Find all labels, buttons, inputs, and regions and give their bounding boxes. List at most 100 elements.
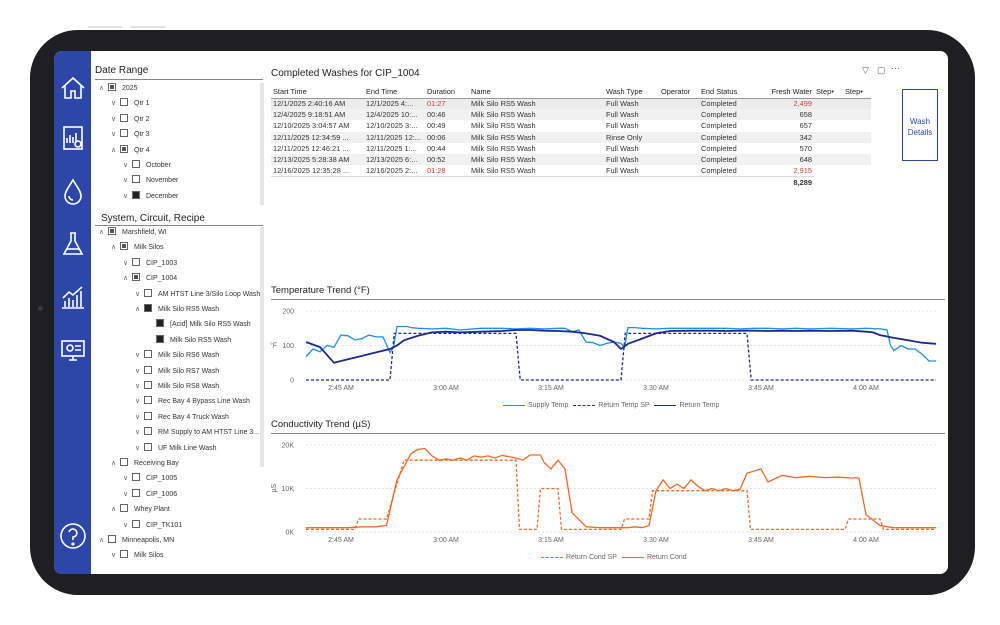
checkbox[interactable] — [144, 350, 152, 359]
table-row[interactable]: 12/10/2025 3:04:57 AM 12/10/2025 3:... 00:… — [271, 120, 871, 131]
tree-item[interactable]: ∨ Qtr 2 — [111, 113, 150, 128]
chevron-down-icon[interactable]: ∨ — [135, 352, 141, 360]
checkbox[interactable] — [120, 129, 128, 138]
chevron-up-icon[interactable]: ∧ — [99, 85, 105, 92]
checkbox[interactable] — [132, 257, 140, 266]
chevron-down-icon[interactable]: ∨ — [123, 490, 129, 498]
chevron-up-icon[interactable]: ∧ — [135, 306, 141, 313]
flask-icon[interactable] — [58, 229, 88, 259]
tree-item[interactable]: ∨ November — [123, 175, 178, 189]
series-line-return-cond[interactable] — [306, 447, 936, 529]
tree-item[interactable]: ∧ Receiving Bay — [111, 458, 179, 472]
trend-chart-icon[interactable] — [58, 282, 88, 312]
chevron-down-icon[interactable]: ∨ — [111, 552, 117, 560]
chevron-up-icon[interactable]: ∧ — [111, 460, 117, 467]
col-end-status[interactable]: End Status — [699, 85, 757, 99]
chevron-down-icon[interactable]: ∨ — [123, 521, 129, 529]
tree-item[interactable]: ∧ Minneapolis, MN — [99, 535, 174, 549]
col-step-1[interactable]: Step• — [814, 85, 843, 99]
col-start-time[interactable]: Start Time — [271, 85, 364, 99]
checkbox[interactable] — [108, 535, 116, 543]
tree-item[interactable]: ∨ Qtr 1 — [111, 98, 150, 112]
checkbox[interactable] — [120, 113, 128, 122]
checkbox[interactable] — [144, 411, 152, 420]
tree-item[interactable]: ∧ Qtr 4 — [111, 144, 150, 159]
tree-item[interactable]: ∨ CIP_1003 — [123, 257, 177, 272]
help-icon[interactable] — [58, 521, 88, 551]
checkbox[interactable] — [120, 242, 128, 251]
tree-item[interactable]: ∧ Whey Plant — [111, 504, 170, 518]
chevron-down-icon[interactable]: ∨ — [135, 367, 141, 375]
chevron-up-icon[interactable]: ∧ — [99, 537, 105, 544]
checkbox[interactable] — [108, 227, 116, 235]
tree-item[interactable]: ∧ Milk Silos — [111, 242, 164, 256]
chevron-down-icon[interactable]: ∨ — [135, 429, 141, 437]
checkbox[interactable] — [132, 273, 140, 282]
col-fresh-water[interactable]: Fresh Water — [757, 85, 814, 99]
checkbox[interactable] — [144, 442, 152, 451]
more-options-icon[interactable]: ⋯ — [891, 63, 900, 73]
chevron-up-icon[interactable]: ∧ — [99, 229, 105, 236]
tree-item[interactable]: ∨ Milk Silo RS6 Wash — [135, 350, 219, 364]
checkbox[interactable] — [144, 427, 152, 436]
chevron-down-icon[interactable]: ∨ — [123, 475, 129, 483]
col-step-2[interactable]: Step• — [843, 85, 871, 99]
report-search-icon[interactable] — [58, 123, 88, 153]
tree-item[interactable]: ∨ CIP_1005 — [123, 473, 177, 487]
tree-item[interactable]: ∨ CIP_1006 — [123, 488, 177, 503]
tree-item[interactable]: ∨ UF Milk Line Wash — [135, 442, 216, 457]
chevron-up-icon[interactable]: ∧ — [123, 275, 129, 283]
checkbox[interactable] — [144, 381, 152, 389]
home-icon[interactable] — [58, 73, 88, 103]
checkbox[interactable] — [132, 519, 140, 528]
checkbox[interactable] — [108, 83, 116, 91]
checkbox[interactable] — [132, 473, 140, 482]
tree-item[interactable]: ∧ CIP_1004 — [123, 273, 177, 287]
checkbox[interactable] — [120, 458, 128, 466]
tree-item[interactable]: ∨ Rec Bay 4 Truck Wash — [135, 411, 229, 426]
tree-item[interactable]: ∧ 2025 — [99, 83, 138, 97]
chevron-down-icon[interactable]: ∨ — [135, 413, 141, 421]
tree-item[interactable]: ∨ Milk Silo RS7 Wash — [135, 365, 219, 380]
table-row[interactable]: 12/1/2025 2:40:16 AM 12/1/2025 4:... 01:27… — [271, 98, 871, 110]
date-tree-scrollbar[interactable] — [260, 83, 264, 205]
chevron-down-icon[interactable]: ∨ — [123, 177, 129, 185]
chevron-down-icon[interactable]: ∨ — [135, 398, 141, 406]
checkbox[interactable] — [144, 288, 152, 297]
series-line-return-cond-sp[interactable] — [306, 459, 936, 531]
tree-item[interactable]: ∨ October — [123, 160, 171, 174]
checkbox[interactable] — [132, 175, 140, 184]
table-row[interactable]: 12/16/2025 12:35:28 ... 12/16/2025 2:... 0… — [271, 165, 871, 176]
tree-item[interactable]: Milk Silo RS5 Wash — [147, 334, 231, 349]
chevron-up-icon[interactable]: ∧ — [111, 146, 117, 154]
filter-icon[interactable]: ▽ — [862, 65, 869, 75]
col-operator[interactable]: Operator — [659, 85, 699, 99]
col-end-time[interactable]: End Time — [364, 85, 425, 99]
chevron-up-icon[interactable]: ∧ — [111, 506, 117, 514]
water-drop-icon[interactable] — [58, 176, 88, 206]
chevron-down-icon[interactable]: ∨ — [123, 192, 129, 200]
chevron-down-icon[interactable]: ∨ — [123, 259, 129, 267]
chevron-down-icon[interactable]: ∨ — [111, 131, 117, 139]
focus-mode-icon[interactable]: ▢ — [877, 65, 886, 75]
tree-item[interactable]: ∨ Rec Bay 4 Bypass Line Wash — [135, 396, 250, 410]
chevron-down-icon[interactable]: ∨ — [135, 444, 141, 452]
checkbox[interactable] — [120, 550, 128, 559]
tree-item[interactable]: ∧ Milk Silo RS5 Wash — [135, 304, 219, 318]
col-name[interactable]: Name — [469, 85, 604, 99]
checkbox[interactable] — [132, 190, 140, 199]
table-row[interactable]: 12/4/2025 9:18:51 AM 12/4/2025 10:... 00:4… — [271, 109, 871, 121]
checkbox[interactable] — [132, 160, 140, 168]
system-tree-scrollbar[interactable] — [260, 227, 264, 467]
table-row[interactable]: 12/13/2025 5:28:38 AM 12/13/2025 6:... 00:… — [271, 153, 871, 166]
checkbox[interactable] — [120, 504, 128, 513]
col-wash-type[interactable]: Wash Type — [604, 85, 659, 99]
chevron-down-icon[interactable]: ∨ — [111, 115, 117, 123]
chevron-up-icon[interactable]: ∧ — [111, 244, 117, 252]
chevron-down-icon[interactable]: ∨ — [111, 100, 117, 108]
tree-item[interactable]: ∨ Milk Silos — [111, 550, 164, 564]
checkbox[interactable] — [144, 365, 152, 374]
table-row[interactable]: 12/11/2025 12:34:59 ... 12/11/2025 12:...… — [271, 131, 871, 143]
checkbox[interactable] — [156, 334, 164, 343]
chevron-down-icon[interactable]: ∨ — [123, 162, 129, 169]
